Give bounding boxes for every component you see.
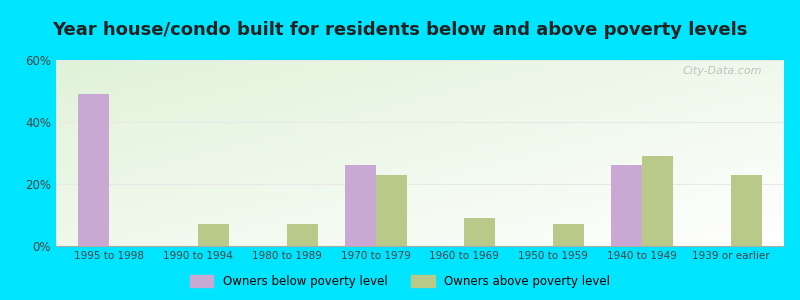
Bar [553,224,584,246]
Bar [198,224,229,246]
Text: Year house/condo built for residents below and above poverty levels: Year house/condo built for residents bel… [52,21,748,39]
Bar [287,224,318,246]
Bar [78,94,110,246]
Bar [730,175,762,246]
Bar [611,165,642,246]
Legend: Owners below poverty level, Owners above poverty level: Owners below poverty level, Owners above… [184,269,616,294]
Bar [464,218,495,246]
Bar [345,165,376,246]
Bar [642,156,673,246]
Bar [376,175,406,246]
Text: City-Data.com: City-Data.com [682,66,762,76]
